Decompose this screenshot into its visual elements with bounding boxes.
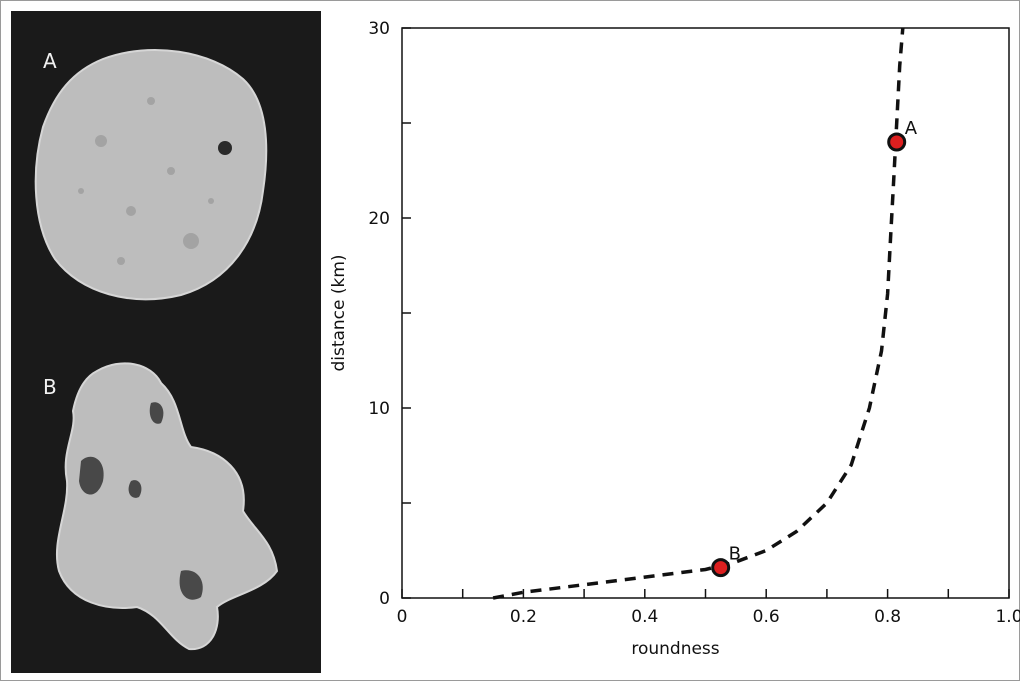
y-tick-label: 10 (368, 399, 390, 419)
point-label-a: A (905, 118, 918, 139)
pebble-photos (34, 49, 279, 651)
chart-points: AB (711, 118, 918, 578)
chart-axes (401, 27, 1010, 599)
photo-label-a: A (43, 49, 57, 73)
y-tick-label: 0 (379, 589, 390, 609)
data-point-a (887, 132, 907, 152)
pebble-a-image (34, 49, 268, 301)
x-tick-label: 0 (397, 607, 408, 627)
y-axis-title: distance (km) (329, 254, 349, 371)
plot-frame (401, 27, 1010, 599)
x-axis-title: roundness (631, 639, 719, 659)
x-tick-label: 0.6 (753, 607, 780, 627)
x-tick-label: 0.8 (874, 607, 901, 627)
photo-label-b: B (43, 375, 57, 399)
point-label-b: B (729, 544, 741, 565)
x-tick-label: 0.4 (631, 607, 658, 627)
pebble-photo-panel: A B (11, 11, 321, 673)
chart-series (492, 27, 905, 600)
x-tick-label: 1.0 (995, 607, 1020, 627)
x-tick-label: 0.2 (510, 607, 537, 627)
data-point-b (711, 558, 731, 578)
y-tick-label: 30 (368, 19, 390, 39)
chart-ticks: 0 0.2 0.4 0.6 0.8 1.0 0 10 20 30 (368, 19, 1020, 627)
y-tick-label: 20 (368, 209, 390, 229)
pebble-b-image (55, 362, 279, 651)
series-line (492, 27, 905, 600)
